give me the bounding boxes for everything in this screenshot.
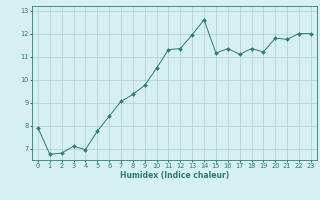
X-axis label: Humidex (Indice chaleur): Humidex (Indice chaleur)	[120, 171, 229, 180]
